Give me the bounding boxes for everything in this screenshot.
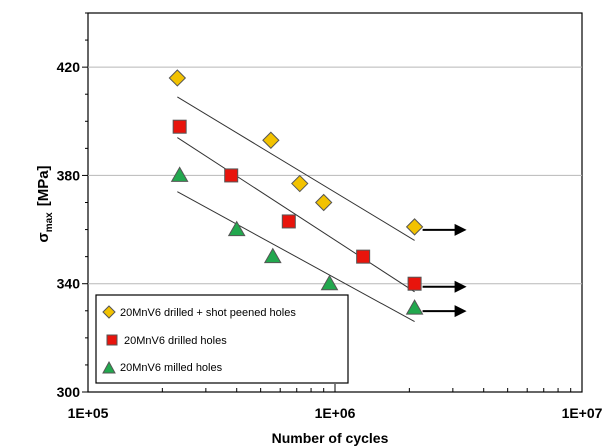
y-tick-label: 340 bbox=[57, 276, 81, 292]
data-point-diamond bbox=[168, 69, 187, 87]
data-point-diamond bbox=[405, 218, 424, 236]
data-point-square bbox=[356, 249, 371, 264]
y-tick-label: 420 bbox=[57, 59, 81, 75]
runout-arrows bbox=[422, 223, 467, 318]
data-point-diamond bbox=[262, 131, 280, 149]
data-point-triangle bbox=[227, 220, 246, 237]
data-point-triangle bbox=[320, 274, 339, 291]
legend-box bbox=[95, 294, 349, 384]
data-point-square bbox=[172, 119, 187, 134]
data-points bbox=[168, 69, 424, 315]
x-tick-label: 1E+07 bbox=[562, 405, 603, 421]
data-point-square bbox=[407, 276, 422, 291]
legend-label: 20MnV6 milled holes bbox=[120, 362, 223, 374]
legend-marker-triangle bbox=[102, 360, 116, 374]
axis-ticks bbox=[82, 12, 583, 393]
y-axis-subscript: max bbox=[44, 212, 55, 232]
x-tick-label: 1E+05 bbox=[68, 405, 109, 421]
gridlines bbox=[88, 66, 582, 285]
data-point-square bbox=[281, 214, 296, 229]
legend-label: 20MnV6 drilled + shot peened holes bbox=[120, 307, 296, 319]
data-point-diamond bbox=[291, 174, 309, 193]
y-axis-title: σmax [MPa] bbox=[35, 165, 55, 242]
runout-arrowhead bbox=[454, 305, 467, 318]
legend: 20MnV6 drilled + shot peened holes 20MnV… bbox=[95, 294, 349, 384]
legend-diamond bbox=[102, 305, 116, 319]
y-axis-unit: [MPa] bbox=[35, 165, 52, 206]
legend-label: 20MnV6 drilled holes bbox=[124, 335, 227, 347]
data-point-diamond bbox=[314, 193, 333, 212]
data-point-triangle bbox=[405, 299, 424, 315]
y-tick-label: 300 bbox=[57, 384, 81, 400]
legend-triangle bbox=[102, 360, 116, 374]
legend-marker-square bbox=[106, 334, 118, 346]
data-point-square bbox=[224, 168, 239, 183]
data-point-triangle bbox=[170, 166, 189, 182]
trend-line bbox=[177, 96, 415, 241]
y-axis-symbol: σ bbox=[35, 232, 52, 242]
x-tick-label: 1E+06 bbox=[315, 405, 356, 421]
data-point-triangle bbox=[263, 247, 282, 264]
legend-marker-diamond bbox=[102, 305, 116, 319]
runout-arrowhead bbox=[454, 223, 467, 236]
trend-line bbox=[177, 137, 415, 293]
y-tick-label: 380 bbox=[57, 167, 81, 183]
legend-square bbox=[106, 334, 118, 346]
trend-lines bbox=[177, 96, 415, 323]
trend-line bbox=[177, 191, 415, 323]
x-axis-title: Number of cycles bbox=[272, 430, 389, 446]
tick-labels: 300 340 380 420 1E+05 1E+06 1E+07 bbox=[57, 59, 603, 421]
runout-arrowhead bbox=[454, 280, 467, 293]
